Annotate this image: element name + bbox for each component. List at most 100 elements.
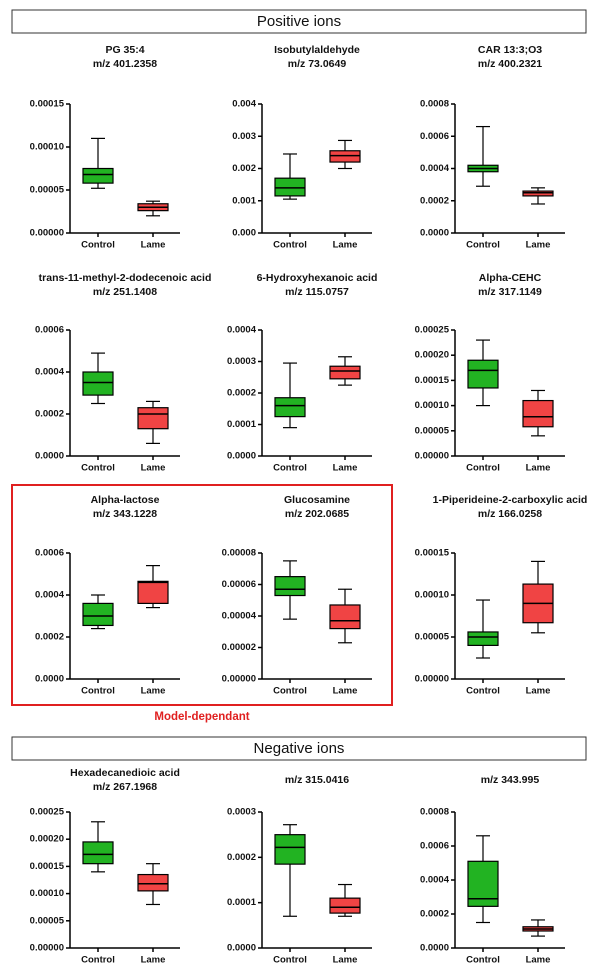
y-tick-label: 0.00010 [415,590,449,601]
x-tick-label: Lame [526,686,551,697]
y-tick-label: 0.00015 [30,861,65,872]
x-tick-label: Control [466,686,500,697]
chart-title: Alpha-lactose [91,494,160,506]
chart-subtitle: m/z 401.2358 [93,58,157,70]
section-title: Positive ions [257,13,341,30]
y-tick-label: 0.002 [232,163,256,174]
box [274,834,306,865]
y-tick-label: 0.0002 [35,632,64,643]
y-tick-label: 0.00020 [30,834,64,845]
box [329,604,361,630]
section-box [11,9,587,34]
y-tick-label: 0.0004 [35,590,65,601]
y-tick-label: 0.0002 [420,195,449,206]
box [274,397,306,418]
chart-title: m/z 315.0416 [285,774,349,786]
x-tick-label: Control [81,955,115,966]
y-tick-label: 0.0002 [227,852,256,863]
box [137,873,169,892]
y-tick-label: 0.00025 [30,807,65,818]
box [137,580,169,604]
chart-title: trans-11-methyl-2-dodecenoic acid [39,272,212,284]
x-tick-label: Control [466,955,500,966]
y-tick-label: 0.00005 [30,915,65,926]
x-tick-label: Control [466,240,500,251]
box [522,190,554,197]
y-tick-label: 0.00005 [30,185,65,196]
chart-subtitle: m/z 166.0258 [478,508,542,520]
y-tick-label: 0.00015 [30,99,65,110]
x-tick-label: Lame [333,686,358,697]
chart-subtitle: m/z 400.2321 [478,58,542,70]
chart-title: PG 35:4 [105,44,144,56]
chart-subtitle: m/z 251.1408 [93,286,157,298]
x-tick-label: Control [273,240,307,251]
y-tick-label: 0.0000 [420,943,449,954]
y-tick-label: 0.00008 [222,548,256,559]
chart-title: 6-Hydroxyhexanoic acid [257,272,378,284]
box [82,371,114,396]
box [274,177,306,197]
x-tick-label: Lame [141,463,166,474]
x-tick-label: Lame [526,955,551,966]
x-tick-label: Lame [333,240,358,251]
y-tick-label: 0.001 [232,195,256,206]
y-tick-label: 0.0008 [420,99,449,110]
x-tick-label: Lame [141,240,166,251]
y-tick-label: 0.0000 [227,451,256,462]
box [467,359,499,389]
y-tick-label: 0.004 [232,99,256,110]
box [467,631,499,647]
y-tick-label: 0.0001 [227,897,257,908]
section-box [11,736,587,761]
x-tick-label: Control [81,463,115,474]
y-tick-label: 0.00025 [415,325,450,336]
y-tick-label: 0.0006 [420,841,449,852]
y-tick-label: 0.00004 [222,611,257,622]
y-tick-label: 0.00005 [415,632,450,643]
chart-title: Hexadecanedioic acid [70,767,180,779]
box [82,841,114,865]
y-tick-label: 0.0002 [35,409,64,420]
y-tick-label: 0.0002 [420,909,449,920]
y-tick-label: 0.0001 [227,419,257,430]
box [522,399,554,428]
y-tick-label: 0.00000 [30,943,64,954]
y-tick-label: 0.0003 [227,807,256,818]
y-tick-label: 0.0006 [35,548,64,559]
y-tick-label: 0.0000 [35,451,64,462]
box [137,407,169,430]
y-tick-label: 0.00015 [415,375,450,386]
y-tick-label: 0.0000 [35,674,64,685]
y-tick-label: 0.00000 [30,228,64,239]
chart-title: Isobutylaldehyde [274,44,360,56]
y-tick-label: 0.00010 [30,888,64,899]
y-tick-label: 0.00020 [415,350,449,361]
x-tick-label: Lame [141,686,166,697]
chart-title: CAR 13:3;O3 [478,44,542,56]
y-tick-label: 0.0003 [227,356,256,367]
x-tick-label: Control [81,686,115,697]
chart-subtitle: m/z 73.0649 [288,58,347,70]
box [329,365,361,380]
x-tick-label: Lame [141,955,166,966]
y-tick-label: 0.0008 [420,807,449,818]
y-tick-label: 0.0004 [227,325,257,336]
x-tick-label: Control [466,463,500,474]
y-tick-label: 0.0000 [420,228,449,239]
y-tick-label: 0.00005 [415,425,450,436]
box [82,602,114,627]
highlight-label: Model-dependant [154,711,249,723]
chart-title: Glucosamine [284,494,350,506]
chart-title: m/z 343.995 [481,774,540,786]
chart-subtitle: m/z 343.1228 [93,508,157,520]
y-tick-label: 0.00000 [415,451,449,462]
highlight-box [11,484,393,706]
x-tick-label: Lame [333,463,358,474]
y-tick-label: 0.0000 [227,943,256,954]
chart-subtitle: m/z 202.0685 [285,508,349,520]
chart-subtitle: m/z 267.1968 [93,781,157,793]
y-tick-label: 0.00010 [415,400,449,411]
chart-subtitle: m/z 317.1149 [478,286,542,298]
